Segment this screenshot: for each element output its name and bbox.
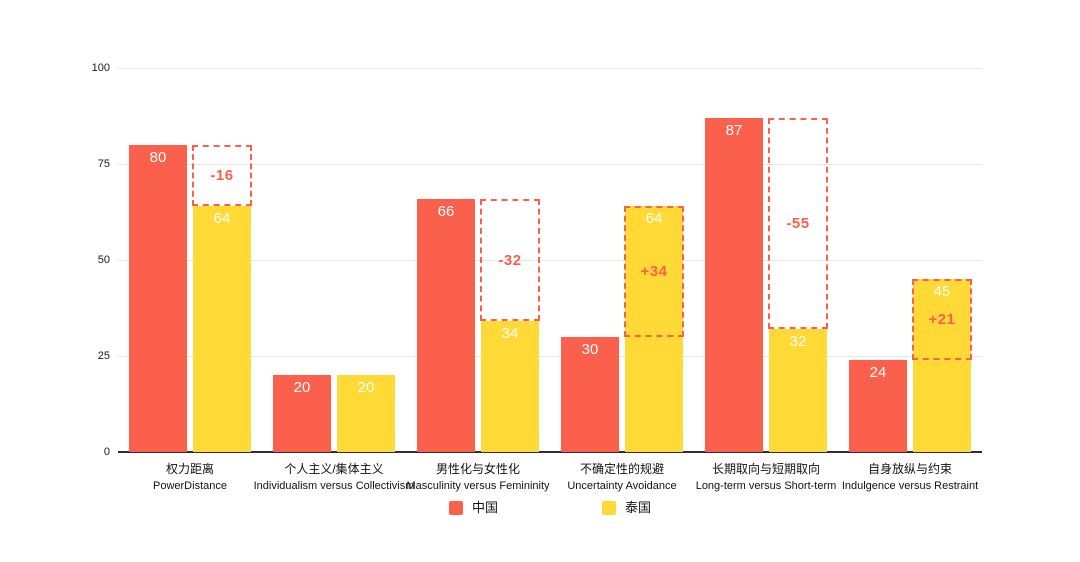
difference-label: +21 xyxy=(928,311,956,329)
bar-value-label-thailand: 64 xyxy=(213,210,231,228)
category-label-english: Indulgence versus Restraint xyxy=(841,480,979,492)
category-label-english: Long-term versus Short-term xyxy=(695,480,837,492)
bar-value-label-thailand: 32 xyxy=(789,333,807,351)
legend-item-thailand: 泰国 xyxy=(602,500,651,515)
bar-thailand: 32 xyxy=(769,329,827,452)
x-axis-line xyxy=(118,451,982,453)
bar-china: 20 xyxy=(273,375,331,452)
category-label-english: Uncertainty Avoidance xyxy=(567,480,677,492)
bar-thailand: 20 xyxy=(337,375,395,452)
bar-value-label-china: 87 xyxy=(725,121,743,139)
y-tick-label: 50 xyxy=(97,254,110,266)
bar-china: 24 xyxy=(849,359,907,452)
y-tick-label: 100 xyxy=(91,62,110,74)
bar-thailand: 45 xyxy=(913,279,971,452)
category-label: 权力距离 PowerDistance xyxy=(153,461,227,494)
y-tick-label: 25 xyxy=(97,350,110,362)
category-label: 长期取向与短期取向 Long-term versus Short-term xyxy=(696,461,837,494)
bar-value-label-thailand: 45 xyxy=(933,283,951,301)
category-label-english: Individualism versus Collectivism xyxy=(253,480,415,492)
category-label: 个人主义/集体主义 Individualism versus Collectivi… xyxy=(254,461,415,494)
gridline xyxy=(118,68,982,69)
bar-group: 20 20 个人主义/集体主义 Individualism versus Collec… xyxy=(254,68,414,492)
bar-value-label-china: 24 xyxy=(869,363,887,381)
bar-group: 80 64 -16 权力距离 PowerDistance xyxy=(118,68,262,492)
y-tick-label: 75 xyxy=(97,158,110,170)
plot-area: 80 64 -16 权力距离 PowerDistance 20 20 个人主义/集体主义 Ind… xyxy=(118,68,982,492)
category-label: 男性化与女性化 Masculinity versus Femininity xyxy=(406,461,549,494)
legend-item-china: 中国 xyxy=(448,500,498,515)
difference-box: -16 xyxy=(192,144,252,207)
category-label-chinese: 不确定性的规避 xyxy=(579,462,665,476)
difference-box: -55 xyxy=(768,117,828,330)
gridline xyxy=(118,260,982,261)
bar-value-label-china: 30 xyxy=(581,340,599,358)
bar-group: 24 45 +21 自身放纵与约束 Indulgence versus Restrain… xyxy=(838,68,982,492)
category-label-chinese: 权力距离 xyxy=(165,462,215,476)
legend-label: 泰国 xyxy=(625,500,652,515)
bar-thailand: 34 xyxy=(481,321,539,452)
gridline xyxy=(118,356,982,357)
difference-label: -55 xyxy=(786,215,810,233)
gridline xyxy=(118,164,982,165)
y-axis: 0 25 50 75 100 xyxy=(58,62,110,458)
bar-value-label-china: 80 xyxy=(149,148,167,166)
bar-thailand: 64 xyxy=(625,206,683,452)
difference-label: -16 xyxy=(210,167,234,185)
bar-group: 87 32 -55 长期取向与短期取向 Long-term versus Short-t… xyxy=(694,68,838,492)
difference-label: -32 xyxy=(498,251,522,269)
bar-value-label-thailand: 64 xyxy=(645,210,663,228)
legend-swatch-icon xyxy=(602,500,616,515)
bar-value-label-thailand: 20 xyxy=(357,379,375,397)
category-label: 不确定性的规避 Uncertainty Avoidance xyxy=(567,461,676,494)
difference-box: -32 xyxy=(480,198,540,322)
bar-groups: 80 64 -16 权力距离 PowerDistance 20 20 个人主义/集体主义 Ind… xyxy=(118,68,982,492)
bar-group: 66 34 -32 男性化与女性化 Masculinity versus Feminin… xyxy=(406,68,550,492)
legend: 中国 泰国 xyxy=(118,500,982,515)
category-label-chinese: 长期取向与短期取向 xyxy=(711,462,821,476)
category-label-chinese: 个人主义/集体主义 xyxy=(284,462,384,476)
bar-china: 87 xyxy=(705,117,763,452)
category-label-english: PowerDistance xyxy=(153,480,227,492)
y-tick-label: 0 xyxy=(103,446,110,458)
category-label: 自身放纵与约束 Indulgence versus Restraint xyxy=(842,461,978,494)
bar-value-label-china: 66 xyxy=(437,202,455,220)
category-label-english: Masculinity versus Femininity xyxy=(406,480,550,492)
difference-box: +34 xyxy=(624,206,684,337)
bar-group: 30 64 +34 不确定性的规避 Uncertainty Avoidance xyxy=(550,68,694,492)
category-label-chinese: 男性化与女性化 xyxy=(435,462,521,476)
bar-thailand: 64 xyxy=(193,206,251,452)
legend-swatch-icon xyxy=(448,500,463,515)
bar-value-label-thailand: 34 xyxy=(501,325,519,343)
category-label-chinese: 自身放纵与约束 xyxy=(867,462,953,476)
bar-china: 66 xyxy=(417,198,475,452)
legend-label: 中国 xyxy=(471,500,498,515)
bar-value-label-china: 20 xyxy=(293,379,311,397)
bar-china: 30 xyxy=(561,336,619,452)
difference-box: +21 xyxy=(912,279,972,360)
difference-label: +34 xyxy=(640,263,668,281)
bar-china: 80 xyxy=(129,144,187,452)
